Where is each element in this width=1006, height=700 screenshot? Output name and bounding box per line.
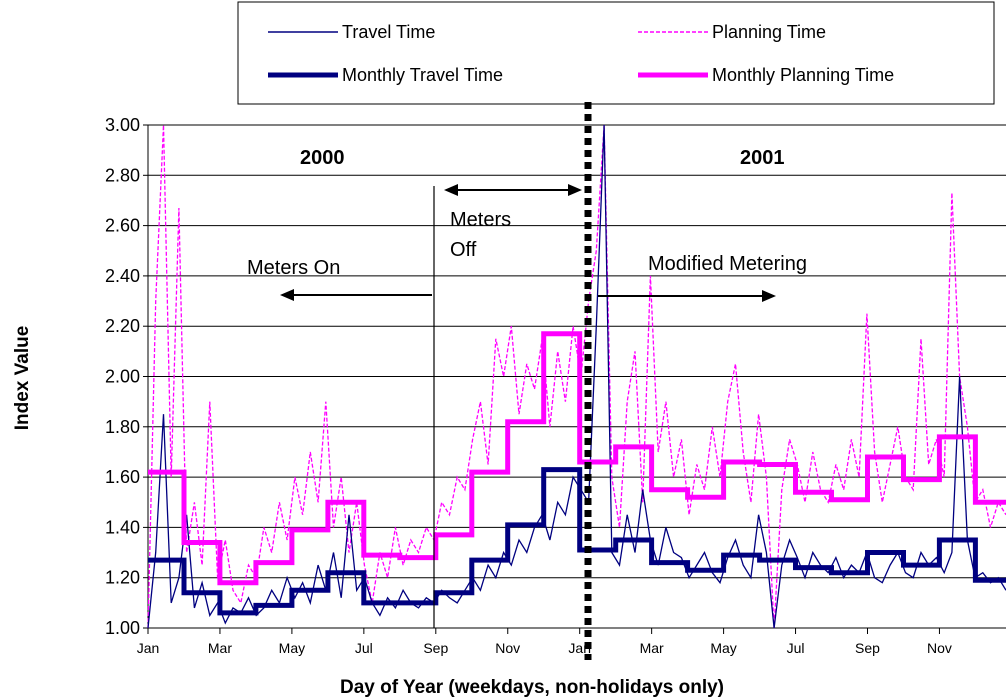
year-2000-label: 2000 bbox=[300, 147, 345, 169]
y-tick-label: 1.40 bbox=[105, 517, 140, 537]
x-tick-label: May bbox=[279, 640, 305, 656]
series-lines bbox=[147, 124, 1006, 629]
y-tick-label: 2.80 bbox=[105, 165, 140, 185]
legend-label-monthly-travel-time: Monthly Travel Time bbox=[342, 65, 503, 85]
x-tick-label: Nov bbox=[495, 640, 520, 656]
y-tick-label: 2.20 bbox=[105, 316, 140, 336]
x-axis-ticks: Jan Mar May Jul Sep Nov Jan Mar May Jul Sep Nov bbox=[137, 628, 952, 656]
annotations: 2000 2001 Meters On Meters Off Modified … bbox=[247, 102, 807, 660]
legend: Travel Time Planning Time Monthly Travel… bbox=[237, 1, 995, 105]
series-line-travel-time bbox=[147, 124, 1006, 629]
x-tick-label: Jan bbox=[137, 640, 160, 656]
series-line-monthly-planning-time bbox=[148, 331, 1006, 586]
x-tick-label: Jul bbox=[787, 640, 805, 656]
x-tick-label: Nov bbox=[927, 640, 952, 656]
y-tick-label: 2.60 bbox=[105, 216, 140, 236]
x-tick-label: Jul bbox=[355, 640, 373, 656]
legend-label-travel-time: Travel Time bbox=[342, 22, 435, 42]
x-tick-label: Mar bbox=[640, 640, 664, 656]
y-tick-label: 1.80 bbox=[105, 417, 140, 437]
y-axis-title: Index Value bbox=[12, 326, 33, 431]
meters-off-label-line1: Meters bbox=[450, 209, 511, 231]
x-tick-label: May bbox=[710, 640, 736, 656]
x-tick-label: Sep bbox=[855, 640, 880, 656]
legend-frame bbox=[237, 1, 995, 105]
y-tick-label: 1.00 bbox=[105, 618, 140, 638]
meters-on-label: Meters On bbox=[247, 257, 340, 279]
meters-off-label-line2: Off bbox=[450, 239, 477, 261]
modified-metering-arrowhead bbox=[762, 290, 776, 302]
y-tick-label: 3.00 bbox=[105, 115, 140, 135]
series-line-planning-time bbox=[147, 124, 1006, 629]
x-tick-label: Sep bbox=[423, 640, 448, 656]
x-tick-label: Mar bbox=[208, 640, 232, 656]
year-2001-label: 2001 bbox=[740, 147, 785, 169]
y-tick-label: 2.40 bbox=[105, 266, 140, 286]
modified-metering-label: Modified Metering bbox=[648, 253, 807, 275]
y-tick-label: 1.60 bbox=[105, 467, 140, 487]
legend-label-planning-time: Planning Time bbox=[712, 22, 826, 42]
x-axis-title: Day of Year (weekdays, non-holidays only… bbox=[340, 677, 724, 698]
y-tick-label: 1.20 bbox=[105, 568, 140, 588]
meters-off-arrowhead-right bbox=[568, 184, 582, 196]
y-tick-label: 2.00 bbox=[105, 367, 140, 387]
legend-label-monthly-planning-time: Monthly Planning Time bbox=[712, 65, 894, 85]
meters-on-arrowhead bbox=[280, 289, 294, 301]
series-line-monthly-travel-time bbox=[148, 467, 1006, 616]
y-axis-ticks: 1.00 1.20 1.40 1.60 1.80 2.00 2.20 2.40 2.60 2.80… bbox=[105, 115, 148, 638]
meters-off-arrowhead-left bbox=[444, 184, 458, 196]
